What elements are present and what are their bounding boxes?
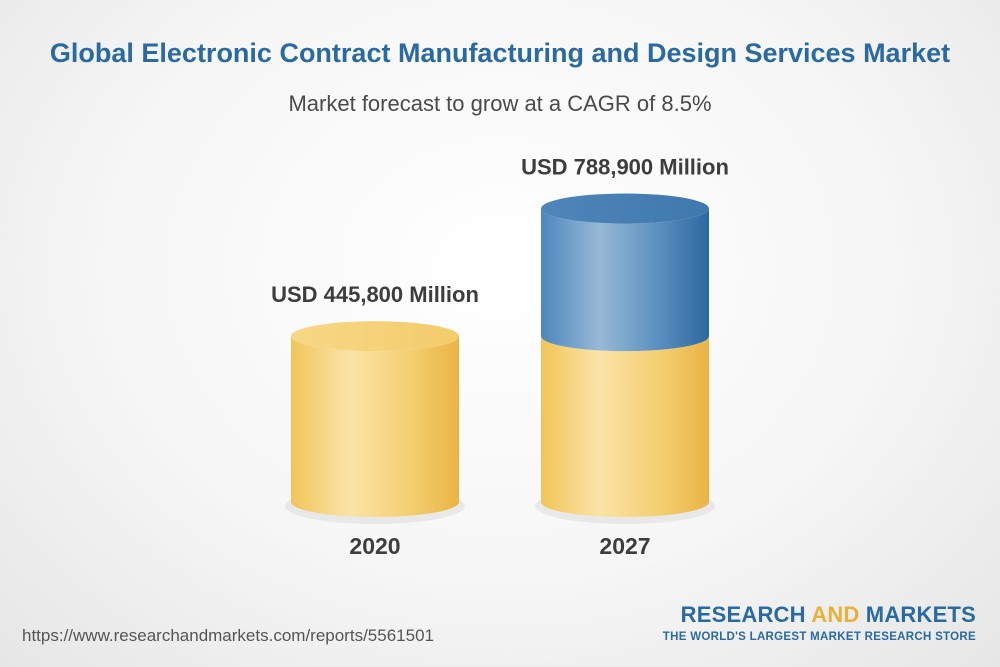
bar-growth-segment <box>541 208 709 352</box>
logo-tagline: THE WORLD'S LARGEST MARKET RESEARCH STOR… <box>662 631 976 643</box>
bar-2020: USD 445,800 Million 2020 <box>271 282 479 559</box>
bar-top-cap <box>291 321 459 352</box>
bar-value-label: USD 788,900 Million <box>521 155 729 180</box>
x-tick-label: 2027 <box>599 533 650 559</box>
chart-title: Global Electronic Contract Manufacturing… <box>49 38 951 68</box>
bar-base-segment <box>541 336 709 517</box>
logo-wordmark: RESEARCH AND MARKETS <box>680 602 976 627</box>
bar-top-cap <box>541 193 709 224</box>
x-tick-label: 2020 <box>349 533 400 559</box>
chart-subtitle: Market forecast to grow at a CAGR of 8.5… <box>288 91 712 116</box>
bar-base-segment <box>291 336 459 517</box>
source-url[interactable]: https://www.researchandmarkets.com/repor… <box>22 626 434 645</box>
research-and-markets-logo: RESEARCH AND MARKETS THE WORLD'S LARGEST… <box>662 602 976 644</box>
bar-2027: USD 788,900 Million 2027 <box>521 155 729 559</box>
bar-value-label: USD 445,800 Million <box>271 282 479 307</box>
